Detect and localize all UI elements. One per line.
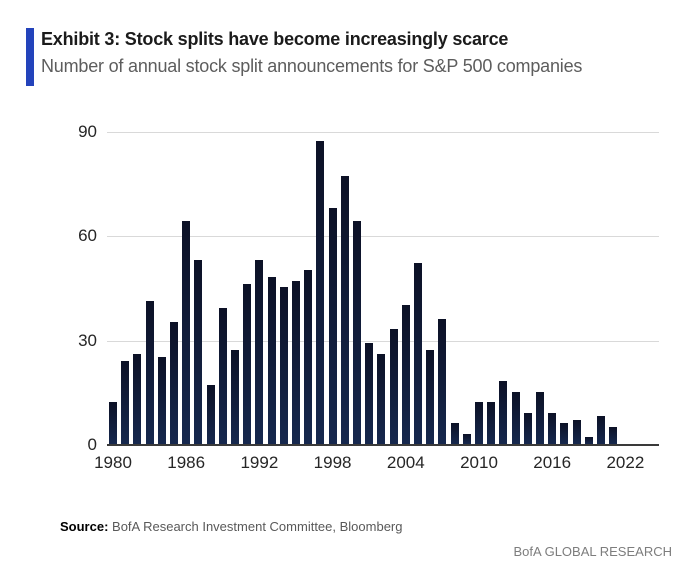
bar-1991 xyxy=(243,284,252,444)
bar-2015 xyxy=(536,392,544,444)
source-note: Source: BofA Research Investment Committ… xyxy=(60,519,402,534)
bar-2021 xyxy=(609,427,618,444)
bar-1993 xyxy=(267,277,276,444)
bar-1994 xyxy=(279,287,288,444)
bar-2004 xyxy=(401,305,410,444)
bar-2012 xyxy=(499,381,508,444)
exhibit-subtitle: Number of annual stock split announcemen… xyxy=(41,56,583,76)
gridline-90 xyxy=(107,132,659,133)
exhibit-accent-bar xyxy=(26,28,34,86)
bar-2019 xyxy=(584,437,593,444)
brand-footer: BofA GLOBAL RESEARCH xyxy=(513,544,672,559)
bar-1983 xyxy=(145,301,154,444)
source-text: BofA Research Investment Committee, Bloo… xyxy=(108,519,403,534)
bar-1999 xyxy=(340,176,349,444)
x-tick-label-2022: 2022 xyxy=(606,453,645,472)
x-tick-label-2016: 2016 xyxy=(533,453,572,472)
bar-2002 xyxy=(377,354,386,444)
bar-2008 xyxy=(450,423,459,444)
bar-2000 xyxy=(353,221,361,444)
bar-2010 xyxy=(475,402,483,444)
bar-1981 xyxy=(121,361,130,444)
bar-1997 xyxy=(316,141,325,444)
bar-2003 xyxy=(389,329,398,444)
bar-1990 xyxy=(231,350,239,444)
x-tick-label-1986: 1986 xyxy=(167,453,206,472)
source-label: Source: xyxy=(60,519,109,534)
x-axis-line xyxy=(107,444,659,446)
gridline-30 xyxy=(107,340,659,342)
x-tick-label-2010: 2010 xyxy=(460,453,498,472)
bar-2011 xyxy=(487,402,496,444)
bar-1996 xyxy=(304,270,313,444)
bar-2001 xyxy=(365,343,374,444)
bar-2018 xyxy=(572,420,581,444)
bar-2016 xyxy=(548,413,557,444)
bar-1989 xyxy=(218,308,227,444)
x-tick-label-1998: 1998 xyxy=(313,453,352,472)
bar-1980 xyxy=(109,402,117,444)
y-tick-label-90: 90 xyxy=(78,122,97,141)
x-tick-label-1992: 1992 xyxy=(240,453,279,472)
y-tick-label-60: 60 xyxy=(78,226,97,246)
bar-2013 xyxy=(511,392,520,444)
exhibit-title: Exhibit 3: Stock splits have become incr… xyxy=(41,29,509,49)
y-tick-label-30: 30 xyxy=(78,330,97,350)
bar-1988 xyxy=(206,385,215,444)
bar-1984 xyxy=(157,357,166,444)
bar-2014 xyxy=(523,413,532,444)
gridline-60 xyxy=(107,236,659,238)
bar-2017 xyxy=(560,423,569,444)
bar-2006 xyxy=(426,350,435,444)
bar-1985 xyxy=(170,322,178,444)
bar-1992 xyxy=(255,260,264,444)
x-tick-label-1980: 1980 xyxy=(94,453,132,472)
bar-1987 xyxy=(194,260,203,444)
bar-2005 xyxy=(414,263,422,444)
stock-splits-bar-chart xyxy=(107,132,659,446)
bar-1982 xyxy=(133,354,142,444)
x-tick-label-2004: 2004 xyxy=(386,453,425,472)
bar-1986 xyxy=(182,221,191,444)
bar-2009 xyxy=(462,434,471,444)
bar-1998 xyxy=(328,208,337,444)
bar-2007 xyxy=(438,319,447,444)
bar-1995 xyxy=(292,281,300,444)
y-tick-label-0: 0 xyxy=(87,435,97,454)
bar-2020 xyxy=(597,416,605,444)
